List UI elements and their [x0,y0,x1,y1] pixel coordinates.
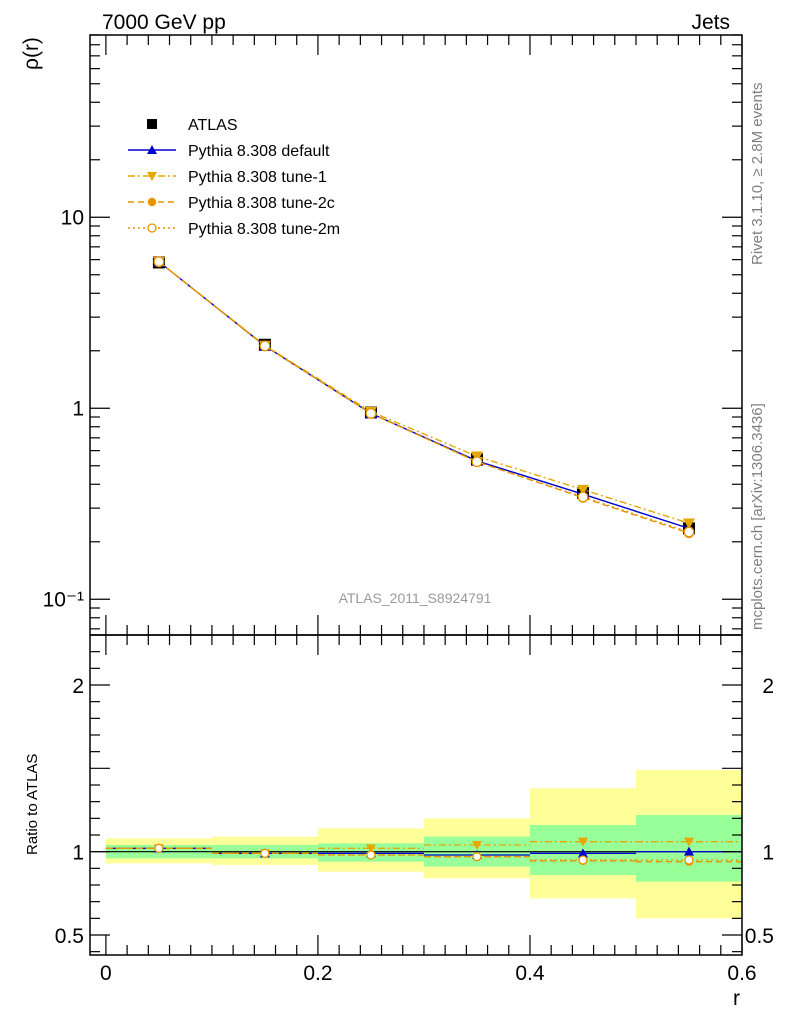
legend-entry: ATLAS [147,117,238,134]
data-point [365,407,377,419]
ratio-plot-series [105,837,742,866]
data-point [576,484,589,496]
series-pythia-8-308-tune-2m [153,256,695,538]
ratio-point [260,848,270,858]
x-axis-label: r [733,987,740,1010]
x-tick-label: 0.6 [727,962,756,985]
ratio-y-tick-label: 1 [72,842,84,865]
legend-marker [147,197,157,207]
y-tick-label: 10 [61,206,84,229]
legend-label: Pythia 8.308 default [188,143,330,160]
series-atlas [152,256,695,535]
ratio-point [683,837,694,847]
ratio-plot-frame [89,634,743,956]
ratio-uncertainty-bands [90,770,742,919]
ratio-point [577,848,588,858]
legend-label: Pythia 8.308 tune-1 [188,169,327,186]
ratio-point [683,846,694,856]
plot-frames [89,34,743,956]
side-label-top: Rivet 3.1.10, ≥ 2.8M events [749,83,766,266]
series-line [158,261,690,534]
ratio-y-tick-label-right: 2 [762,675,774,698]
side-label-bottom: mcplots.cern.ch [arXiv:1306.3436] [749,403,766,630]
data-point [259,340,271,352]
ratio-y-tick-label: 0.5 [55,925,84,948]
legend-label: Pythia 8.308 tune-2c [188,195,335,212]
series-pythia-8-308-tune-2c [153,256,695,539]
legend-label: Pythia 8.308 tune-2m [188,221,340,238]
series-line [158,261,690,530]
ratio-y-tick-label-right: 0.5 [745,925,774,948]
data-point [683,526,695,538]
ratio-point [684,855,694,865]
header-left: 7000 GeV pp [102,11,226,34]
ratio-point [366,850,376,860]
ratio-series-pythia-8-308-tune-2m [105,843,742,865]
axis-ticks: 10 1 10⁻¹ 2 2 1 1 0.5 0.5 0 0.2 0.4 0.6 [43,34,774,985]
legend-label: ATLAS [188,117,238,134]
series-line [158,261,690,533]
header-right: Jets [691,11,730,34]
ratio-y-axis-label: Ratio to ATLAS [24,754,41,855]
y-tick-label: 1 [72,397,84,420]
ratio-y-tick-label-right: 1 [762,842,774,865]
legend-marker [147,223,157,233]
analysis-watermark: ATLAS_2011_S8924791 [339,590,492,606]
series-line [158,261,690,524]
x-tick-label: 0.4 [515,962,545,985]
data-point [577,491,589,503]
series-pythia-8-308-tune-1 [152,256,695,530]
main-plot-series [152,255,695,539]
ratio-point [577,837,588,847]
ratio-point [471,841,482,850]
main-y-axis-label: ρ(r) [20,37,43,70]
legend-entry: Pythia 8.308 tune-1 [128,169,327,186]
ratio-point [578,855,588,865]
series-pythia-8-308-default [152,255,695,534]
legend-entry: Pythia 8.308 default [128,143,330,160]
x-tick-label: 0.2 [303,962,332,985]
data-point [153,256,165,268]
data-point [682,518,695,530]
ratio-point [365,844,376,854]
legend-marker [147,145,157,154]
legend-entry: Pythia 8.308 tune-2m [128,221,340,238]
ratio-point [472,852,482,862]
legend-marker [147,119,157,129]
x-tick-label: 0 [100,962,112,985]
legend: ATLAS Pythia 8.308 default Pythia 8.308 tu… [128,117,340,238]
legend-marker [147,172,157,181]
data-point [471,456,483,468]
ratio-point [154,843,164,853]
ratio-y-tick-label: 2 [72,675,84,698]
y-tick-label: 10⁻¹ [43,588,84,611]
legend-entry: Pythia 8.308 tune-2c [128,195,335,212]
